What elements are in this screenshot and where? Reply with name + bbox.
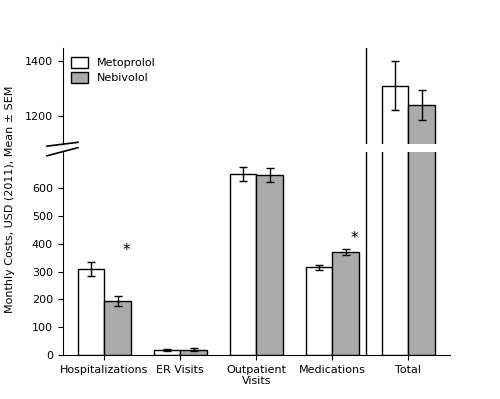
Legend: Metoprolol, Nebivolol: Metoprolol, Nebivolol <box>68 53 159 86</box>
Bar <box>382 0 408 355</box>
Bar <box>306 267 332 355</box>
Bar <box>256 267 283 399</box>
Bar <box>306 356 332 399</box>
Text: *: * <box>123 243 130 259</box>
Bar <box>332 341 359 399</box>
Text: *: * <box>351 231 358 246</box>
Bar <box>230 265 256 399</box>
Bar <box>408 10 435 355</box>
Bar <box>382 86 408 399</box>
Bar <box>154 350 180 355</box>
Bar <box>104 389 131 399</box>
Bar <box>230 174 256 355</box>
Text: Monthly Costs, USD (2011), Mean ± SEM: Monthly Costs, USD (2011), Mean ± SEM <box>5 86 15 313</box>
Bar <box>180 350 207 355</box>
Bar <box>256 176 283 355</box>
Bar <box>408 105 435 399</box>
Bar <box>104 301 131 355</box>
Bar <box>332 252 359 355</box>
Bar <box>78 357 104 399</box>
Bar <box>78 269 104 355</box>
